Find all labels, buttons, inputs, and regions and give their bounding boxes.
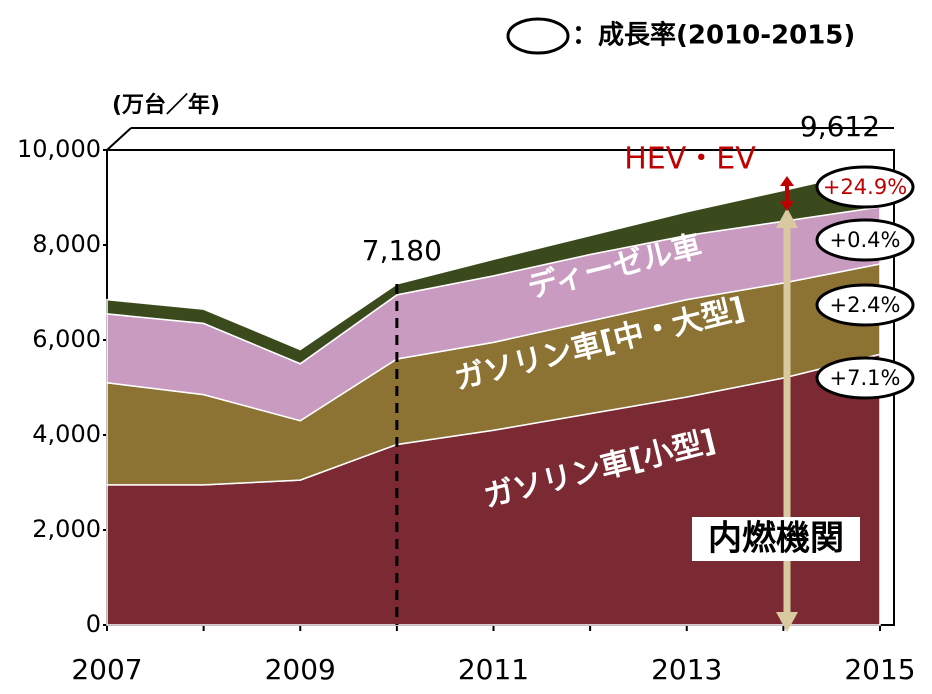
x-tick-label: 2015 [844, 653, 915, 686]
growth-ellipse [815, 218, 915, 262]
arrow-head [776, 612, 798, 632]
ice-label: 内燃機関 [708, 519, 844, 559]
series-label: HEV・EV [624, 142, 756, 177]
x-tick-label: 2011 [458, 653, 529, 686]
y-tick-label: 10,000 [17, 135, 101, 163]
y-tick-label: 4,000 [32, 420, 101, 448]
growth-ellipse [815, 165, 915, 209]
x-tick-label: 2013 [651, 653, 722, 686]
y-tick-label: 2,000 [32, 515, 101, 543]
ice-box [692, 517, 860, 561]
growth-ellipse [815, 283, 915, 327]
growth-label: +24.9% [823, 175, 907, 199]
y-tick-label: 0 [86, 610, 101, 638]
growth-label: +2.4% [830, 293, 901, 317]
y-axis-label: (万台／年) [112, 92, 220, 118]
y-tick-label: 6,000 [32, 325, 101, 353]
x-tick-label: 2007 [71, 653, 142, 686]
axis-depth [106, 127, 132, 151]
total-label: 7,180 [362, 234, 442, 267]
x-tick-label: 2009 [265, 653, 336, 686]
growth-ellipse [815, 356, 915, 400]
legend-note: ：成長率(2010-2015) [572, 20, 855, 51]
legend-ellipse [506, 17, 570, 55]
growth-label: +7.1% [830, 366, 901, 390]
arrow-head [780, 201, 794, 211]
arrow-head [780, 176, 794, 186]
total-label: 9,612 [800, 110, 880, 143]
y-tick-label: 8,000 [32, 230, 101, 258]
arrow-head [776, 208, 798, 228]
growth-label: +0.4% [830, 228, 901, 252]
